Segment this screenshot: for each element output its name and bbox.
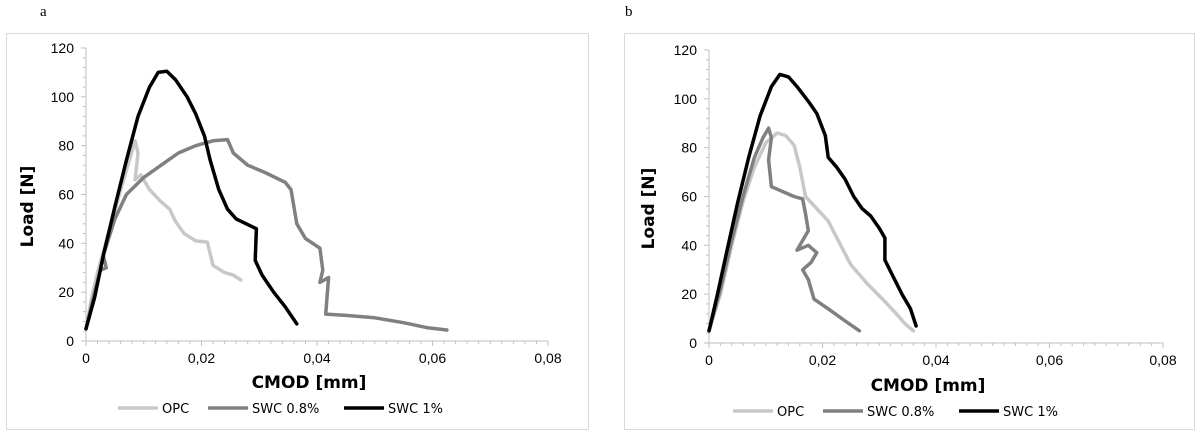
legend-label: OPC (162, 402, 189, 417)
legend-label: SWC 1% (1003, 405, 1058, 420)
series-line-swc-1- (707, 72, 918, 333)
chart-a: 0 20 40 60 80 100 120 0 0,02 0,04 0,06 0,08 CMOD [mm… (6, 33, 589, 430)
x-axis-title: CMOD [mm] (871, 376, 986, 396)
y-axis-title: Load [N] (639, 168, 659, 250)
y-tick-label: 20 (681, 286, 697, 302)
series-line-swc-0-8- (707, 126, 862, 333)
legend-label: OPC (777, 405, 804, 420)
y-tick-label: 40 (681, 237, 697, 253)
y-tick-label: 0 (66, 333, 74, 349)
x-tick-label: 0,08 (1149, 352, 1176, 368)
panel-letter-a: a (40, 4, 47, 20)
x-tick-label: 0 (705, 352, 713, 368)
chart-b-frame (624, 33, 1195, 430)
y-tick-label: 60 (58, 187, 74, 203)
x-tick-label: 0,06 (1036, 352, 1063, 368)
y-tick-label: 120 (674, 42, 698, 58)
y-tick-label: 20 (58, 284, 74, 300)
legend-label: SWC 0.8% (252, 402, 319, 417)
x-axis-title: CMOD [mm] (252, 373, 367, 393)
x-tick-label: 0,02 (188, 350, 215, 366)
panel-letter-b: b (625, 4, 633, 20)
chart-a-frame (6, 33, 589, 430)
y-tick-label: 80 (681, 140, 697, 156)
legend-label: SWC 0.8% (867, 405, 934, 420)
y-tick-label: 100 (51, 89, 75, 105)
y-tick-label: 120 (51, 40, 75, 56)
y-tick-label: 80 (58, 138, 74, 154)
series-line-swc-0-8- (84, 137, 449, 332)
x-tick-label: 0,02 (809, 352, 836, 368)
x-tick-label: 0,08 (534, 350, 561, 366)
x-tick-label: 0,04 (303, 350, 330, 366)
y-tick-label: 40 (58, 235, 74, 251)
y-axis-title: Load [N] (18, 166, 38, 248)
series-line-swc-1- (84, 69, 299, 331)
x-tick-label: 0 (82, 350, 90, 366)
y-tick-label: 0 (689, 335, 697, 351)
legend-label: SWC 1% (388, 402, 443, 417)
y-tick-label: 100 (674, 91, 698, 107)
x-tick-label: 0,04 (922, 352, 949, 368)
chart-b: 0 20 40 60 80 100 120 0 0,02 0,04 0,06 0,08 CMOD [mm… (624, 33, 1195, 430)
y-tick-label: 60 (681, 189, 697, 205)
x-tick-label: 0,06 (419, 350, 446, 366)
